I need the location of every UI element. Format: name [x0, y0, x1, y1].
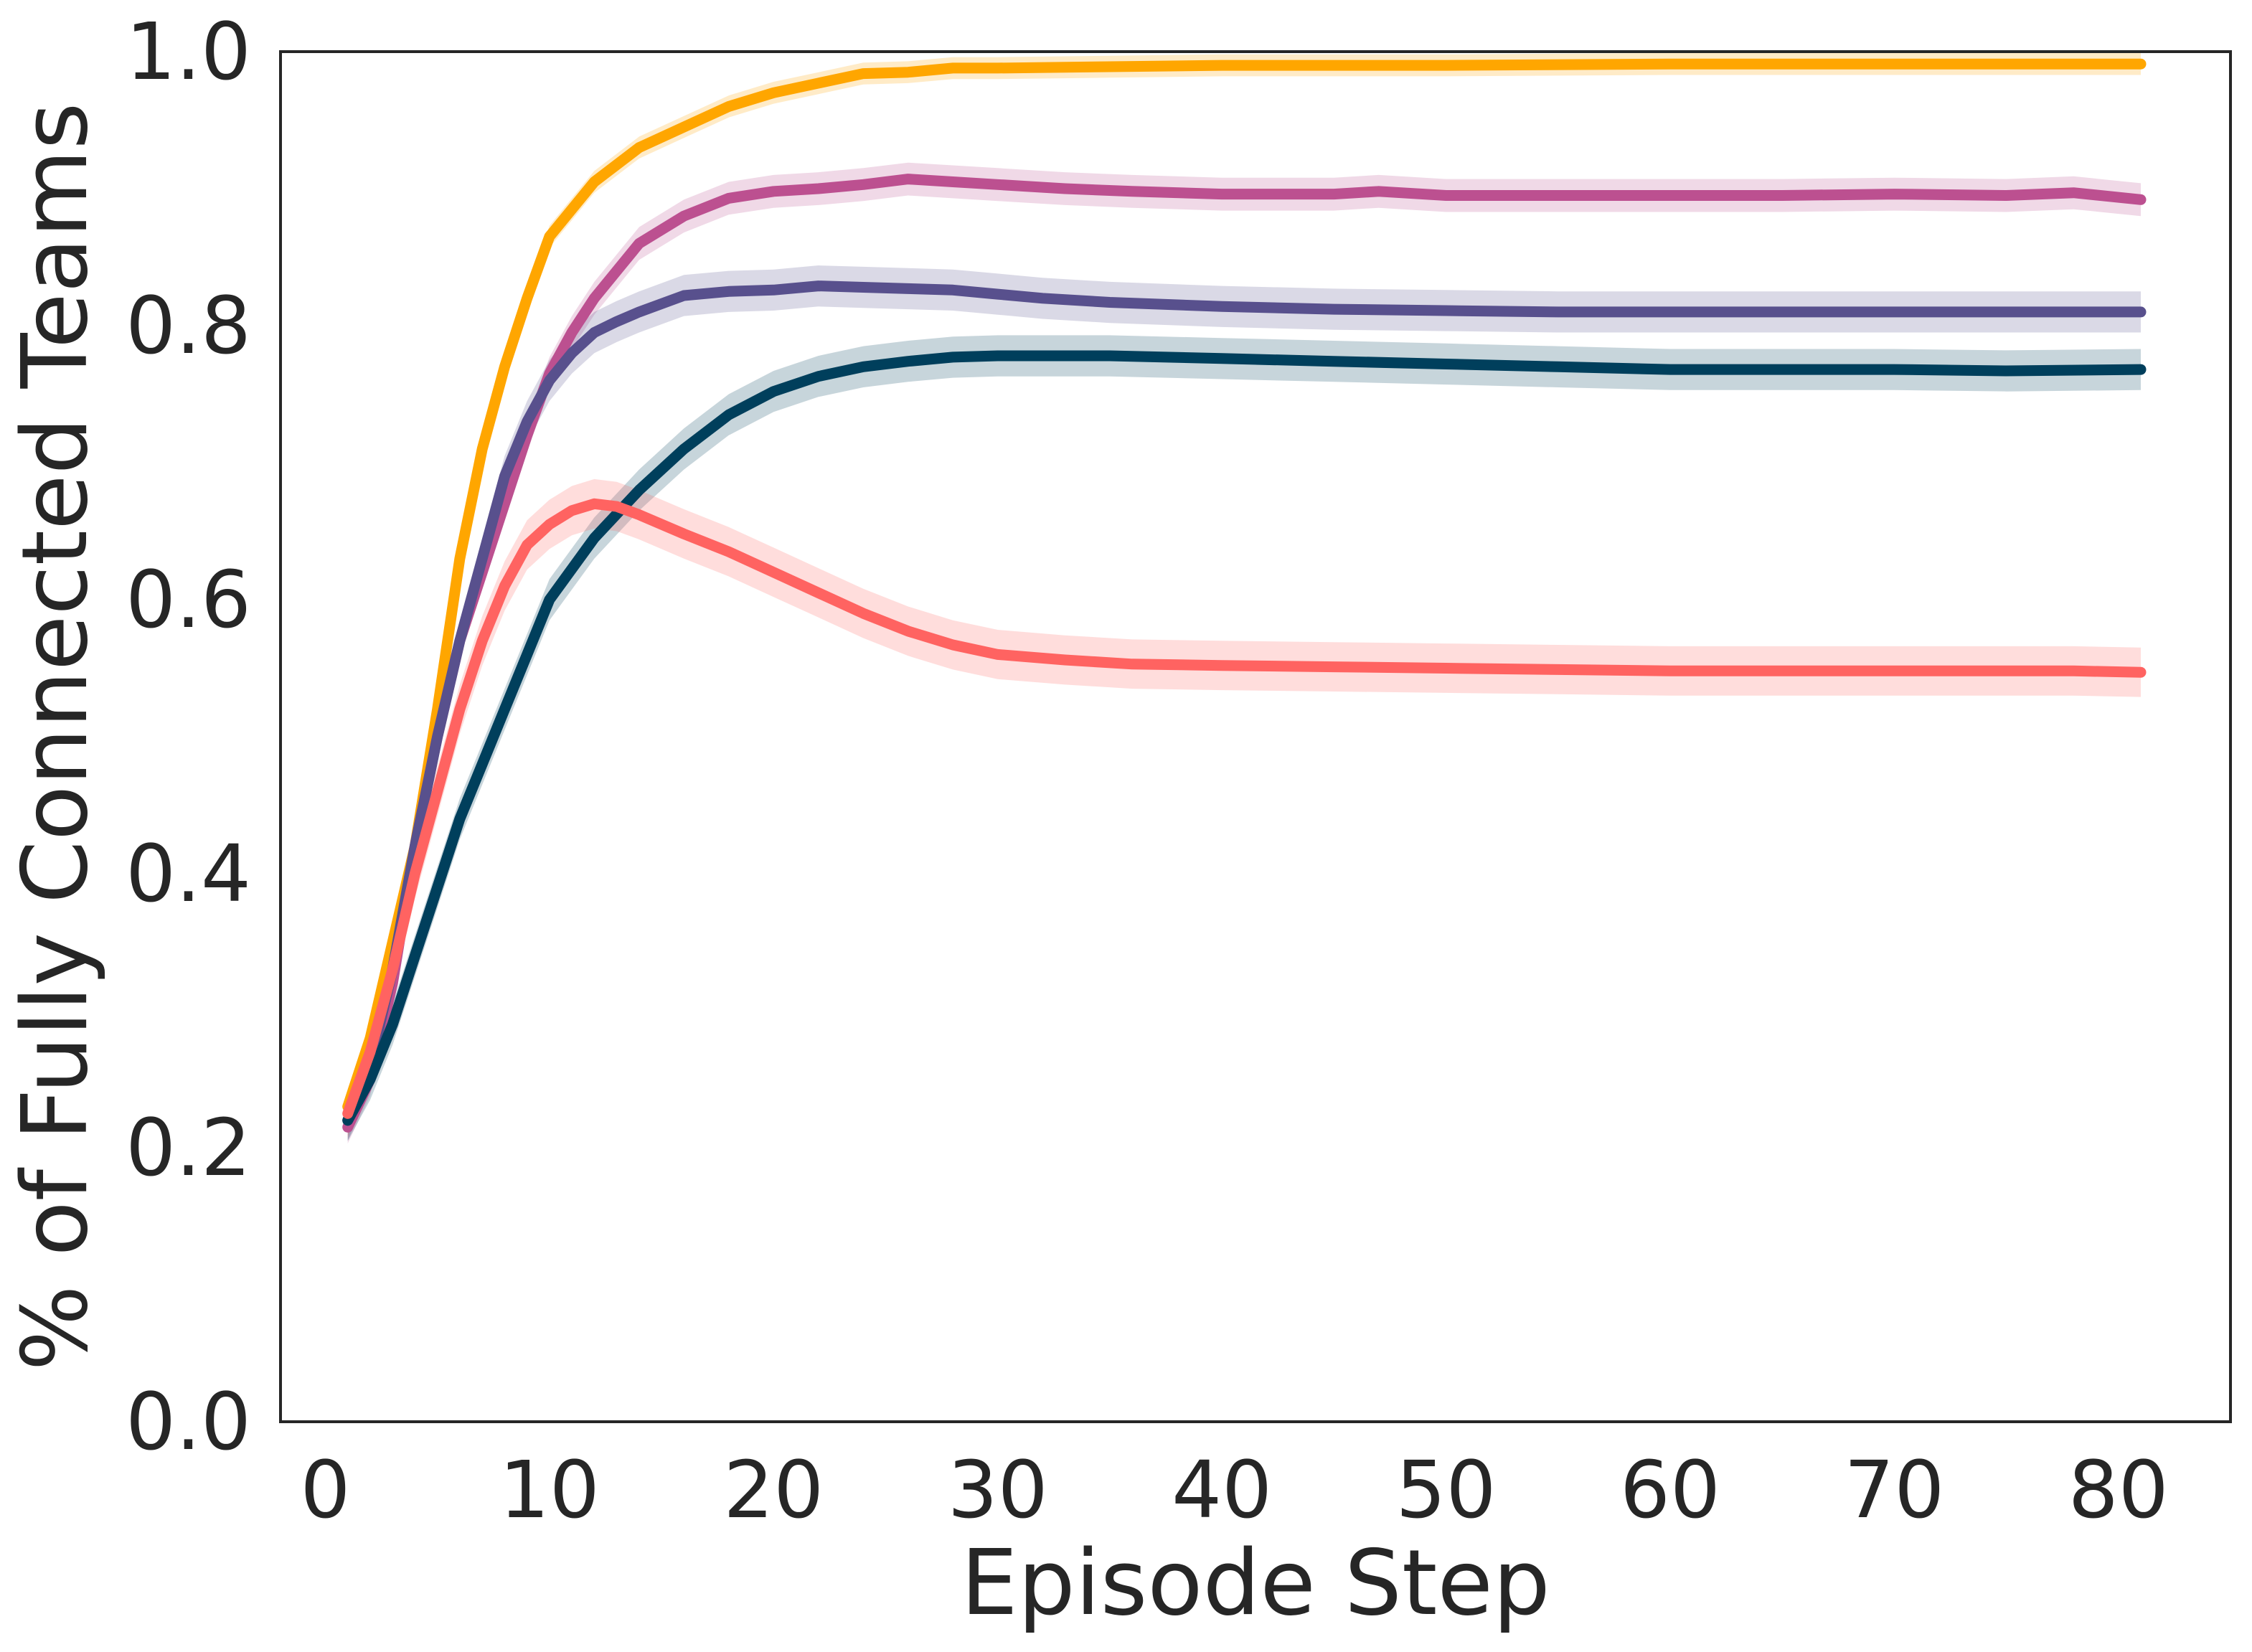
- x-tick-label: 60: [1620, 1444, 1720, 1536]
- y-axis-label: % of Fully Connected Teams: [2, 103, 108, 1372]
- series-line-1: [342, 58, 2147, 1113]
- plot-frame: [279, 50, 2232, 1423]
- x-tick-label: 0: [300, 1444, 350, 1536]
- series-lines: [342, 58, 2147, 1133]
- y-tick-label: 0.6: [126, 554, 251, 646]
- x-tick-labels: 0 10 20 30 40 50 60 70 80: [300, 1444, 2168, 1536]
- x-tick-label: 40: [1172, 1444, 1272, 1536]
- y-tick-label: 0.8: [126, 280, 251, 372]
- series-line-4: [342, 350, 2147, 1126]
- y-tick-label: 0.0: [126, 1376, 251, 1468]
- x-tick-label: 20: [723, 1444, 824, 1536]
- x-tick-label: 80: [2068, 1444, 2169, 1536]
- x-tick-label: 10: [499, 1444, 600, 1536]
- x-tick-label: 50: [1396, 1444, 1497, 1536]
- x-tick-label: 70: [1844, 1444, 1944, 1536]
- series-line-3: [342, 280, 2147, 1126]
- x-tick-label: 30: [948, 1444, 1048, 1536]
- series-line-5: [342, 498, 2147, 1119]
- x-axis-label: Episode Step: [961, 1530, 1550, 1636]
- y-tick-label: 0.4: [126, 828, 251, 920]
- y-tick-label: 1.0: [126, 6, 251, 98]
- y-tick-labels: 0.0 0.2 0.4 0.6 0.8 1.0: [126, 6, 251, 1468]
- y-tick-label: 0.2: [126, 1102, 251, 1194]
